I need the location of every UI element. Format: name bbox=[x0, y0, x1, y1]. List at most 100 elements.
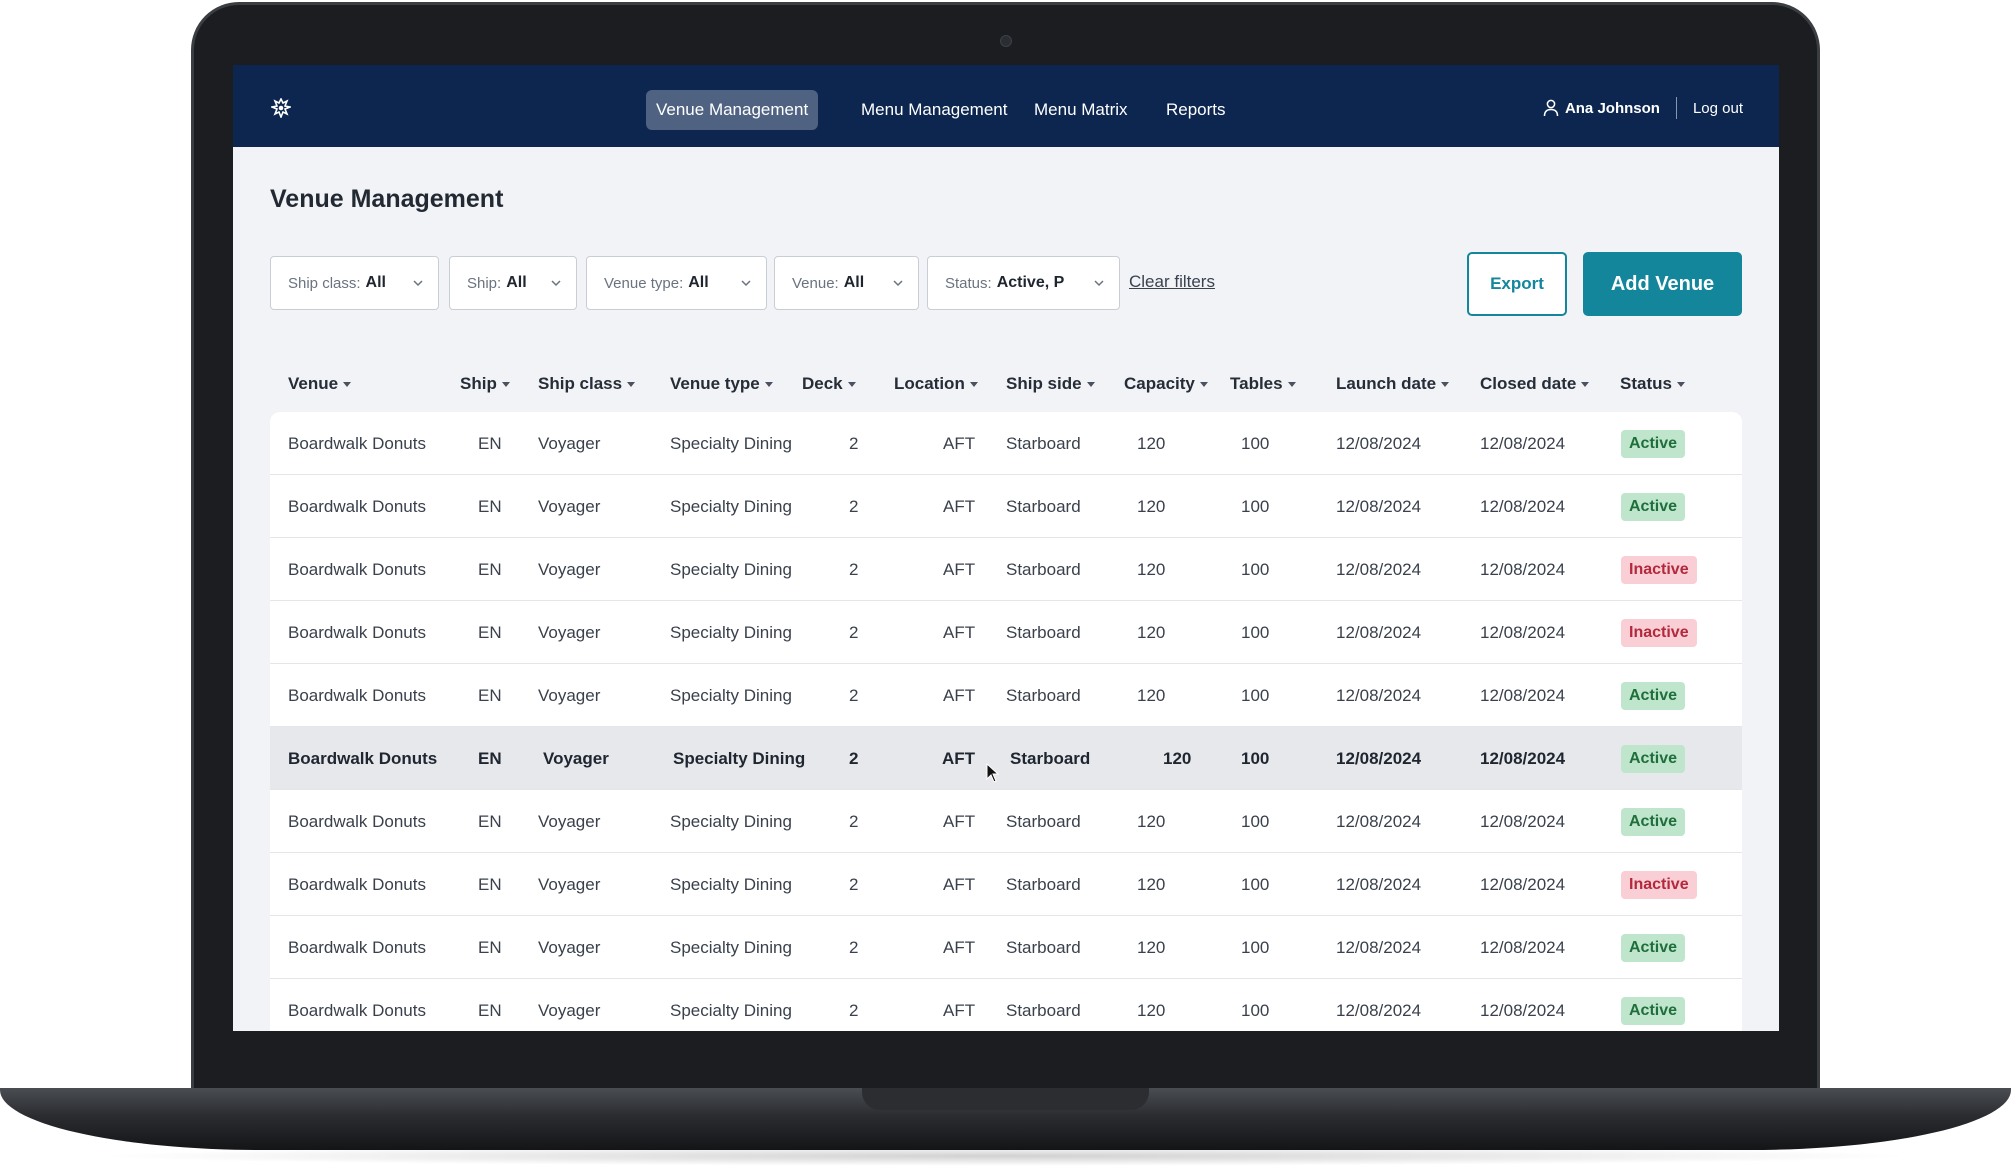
column-header-closed-date[interactable]: Closed date bbox=[1480, 371, 1590, 397]
sort-caret-icon[interactable] bbox=[1199, 381, 1208, 387]
app-screen: Venue Management Menu Management Menu Ma… bbox=[233, 65, 1779, 1031]
cell-tables: 100 bbox=[1241, 938, 1270, 957]
sort-caret-icon[interactable] bbox=[847, 381, 856, 387]
cell-location: AFT bbox=[943, 497, 976, 516]
cell-location: AFT bbox=[943, 875, 976, 894]
cell-ship-side: Starboard bbox=[1006, 1001, 1081, 1020]
add-venue-button[interactable]: Add Venue bbox=[1583, 252, 1742, 316]
cell-closed-date: 12/08/2024 bbox=[1480, 560, 1566, 579]
sort-caret-icon[interactable] bbox=[343, 381, 352, 387]
cell-venue: Boardwalk Donuts bbox=[288, 875, 426, 894]
cell-capacity: 120 bbox=[1163, 749, 1192, 768]
cell-ship-side: Starboard bbox=[1006, 938, 1081, 957]
cell-deck: 2 bbox=[849, 812, 859, 831]
sort-caret-icon[interactable] bbox=[1287, 381, 1296, 387]
cell-venue-type: Specialty Dining bbox=[670, 623, 792, 642]
sort-caret-icon[interactable] bbox=[627, 381, 636, 387]
table-row[interactable]: Boardwalk Donuts EN Voyager Specialty Dinin… bbox=[270, 601, 1742, 664]
column-header-ship-class[interactable]: Ship class bbox=[538, 371, 636, 397]
cell-ship-side: Starboard bbox=[1010, 749, 1091, 768]
cell-closed-date: 12/08/2024 bbox=[1480, 434, 1566, 453]
user-icon bbox=[1543, 99, 1559, 117]
table-row[interactable]: Boardwalk Donuts EN Voyager Specialty Dinin… bbox=[270, 916, 1742, 979]
filter-ship-class[interactable]: Ship class: All bbox=[270, 256, 439, 310]
laptop-shadow bbox=[90, 1146, 1920, 1166]
cell-venue: Boardwalk Donuts bbox=[288, 749, 438, 768]
cell-venue: Boardwalk Donuts bbox=[288, 938, 426, 957]
sort-caret-icon[interactable] bbox=[1676, 381, 1685, 387]
clear-filters-link[interactable]: Clear filters bbox=[1129, 272, 1215, 291]
table-row[interactable]: Boardwalk Donuts EN Voyager Specialty Dinin… bbox=[270, 790, 1742, 853]
user-name[interactable]: Ana Johnson bbox=[1564, 99, 1660, 117]
ship-logo-icon[interactable] bbox=[269, 97, 293, 120]
cell-tables: 100 bbox=[1241, 749, 1270, 768]
cell-ship: EN bbox=[478, 434, 502, 453]
cell-deck: 2 bbox=[849, 1001, 859, 1020]
filter-venue-type[interactable]: Venue type: All bbox=[586, 256, 767, 310]
filter-value: Active, P bbox=[996, 274, 1065, 291]
status-badge: Inactive bbox=[1621, 619, 1697, 647]
cell-location: AFT bbox=[943, 560, 976, 579]
sort-caret-icon[interactable] bbox=[764, 381, 773, 387]
column-header-venue[interactable]: Venue bbox=[288, 371, 352, 397]
cell-ship-class: Voyager bbox=[538, 812, 601, 831]
cell-ship-side: Starboard bbox=[1006, 623, 1081, 642]
cell-ship: EN bbox=[478, 1001, 502, 1020]
cell-ship: EN bbox=[478, 812, 502, 831]
table-row[interactable]: Boardwalk Donuts EN Voyager Specialty Dinin… bbox=[270, 727, 1742, 790]
column-header-label: Venue bbox=[288, 374, 339, 393]
cell-tables: 100 bbox=[1241, 1001, 1270, 1020]
cell-closed-date: 12/08/2024 bbox=[1480, 497, 1566, 516]
sort-caret-icon[interactable] bbox=[1581, 381, 1590, 387]
nav-reports[interactable]: Reports bbox=[1166, 100, 1226, 119]
column-header-ship[interactable]: Ship bbox=[460, 371, 510, 397]
filter-ship[interactable]: Ship: All bbox=[449, 256, 577, 310]
venue-table-body: Boardwalk Donuts EN Voyager Specialty Dinin… bbox=[270, 412, 1742, 1031]
column-header-label: Deck bbox=[802, 374, 843, 393]
column-header-tables[interactable]: Tables bbox=[1230, 371, 1296, 397]
sort-caret-icon[interactable] bbox=[1086, 381, 1095, 387]
filter-venue[interactable]: Venue: All bbox=[774, 256, 919, 310]
status-badge: Inactive bbox=[1621, 871, 1697, 899]
column-header-deck[interactable]: Deck bbox=[802, 371, 856, 397]
logout-link[interactable]: Log out bbox=[1692, 99, 1743, 117]
column-header-status[interactable]: Status bbox=[1620, 371, 1685, 397]
filter-value: All bbox=[843, 274, 865, 291]
column-header-launch-date[interactable]: Launch date bbox=[1336, 371, 1450, 397]
table-row[interactable]: Boardwalk Donuts EN Voyager Specialty Dinin… bbox=[270, 979, 1742, 1031]
cell-ship-class: Voyager bbox=[538, 497, 601, 516]
cell-location: AFT bbox=[943, 623, 976, 642]
table-row[interactable]: Boardwalk Donuts EN Voyager Specialty Dinin… bbox=[270, 475, 1742, 538]
column-header-label: Ship class bbox=[538, 374, 623, 393]
table-row[interactable]: Boardwalk Donuts EN Voyager Specialty Dinin… bbox=[270, 538, 1742, 601]
filter-label: Ship class: bbox=[288, 274, 361, 292]
column-header-location[interactable]: Location bbox=[894, 371, 978, 397]
column-header-label: Location bbox=[894, 374, 965, 393]
cell-location: AFT bbox=[943, 812, 976, 831]
nav-venue-management[interactable]: Venue Management bbox=[646, 90, 819, 130]
nav-menu-management[interactable]: Menu Management bbox=[861, 100, 1008, 119]
table-row[interactable]: Boardwalk Donuts EN Voyager Specialty Dinin… bbox=[270, 664, 1742, 727]
column-header-label: Capacity bbox=[1124, 374, 1195, 393]
column-header-capacity[interactable]: Capacity bbox=[1124, 371, 1208, 397]
filter-label: Status: bbox=[945, 274, 992, 292]
cell-capacity: 120 bbox=[1137, 938, 1166, 957]
nav-menu-matrix[interactable]: Menu Matrix bbox=[1034, 100, 1128, 119]
cell-ship: EN bbox=[478, 560, 502, 579]
table-row[interactable]: Boardwalk Donuts EN Voyager Specialty Dinin… bbox=[270, 853, 1742, 916]
table-row[interactable]: Boardwalk Donuts EN Voyager Specialty Dinin… bbox=[270, 412, 1742, 475]
cell-launch-date: 12/08/2024 bbox=[1336, 686, 1422, 705]
cell-tables: 100 bbox=[1241, 812, 1270, 831]
sort-caret-icon[interactable] bbox=[969, 381, 978, 387]
column-header-venue-type[interactable]: Venue type bbox=[670, 371, 773, 397]
cell-deck: 2 bbox=[849, 938, 859, 957]
status-badge: Active bbox=[1621, 493, 1686, 521]
export-button[interactable]: Export bbox=[1467, 252, 1567, 316]
sort-caret-icon[interactable] bbox=[1441, 381, 1450, 387]
column-header-ship-side[interactable]: Ship side bbox=[1006, 371, 1095, 397]
filter-status[interactable]: Status: Active, P bbox=[927, 256, 1120, 310]
cell-venue-type: Specialty Dining bbox=[670, 938, 792, 957]
cell-ship: EN bbox=[478, 749, 502, 768]
sort-caret-icon[interactable] bbox=[501, 381, 510, 387]
cell-venue-type: Specialty Dining bbox=[670, 812, 792, 831]
